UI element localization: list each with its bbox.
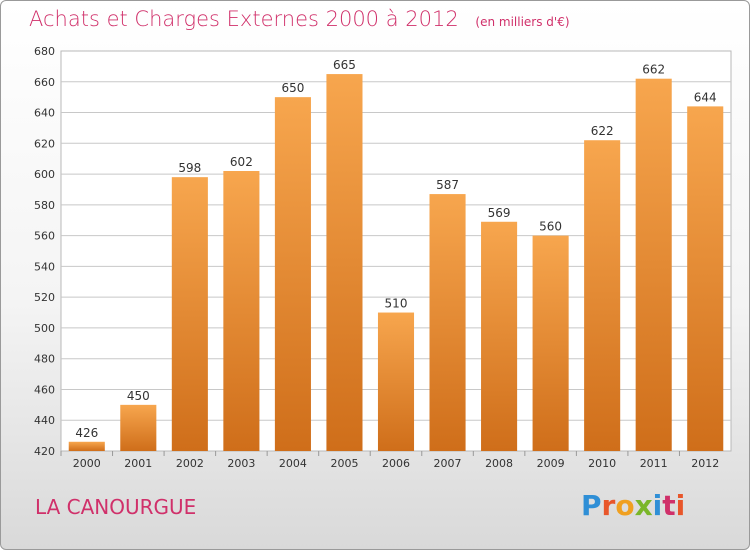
x-tick-label: 2005 — [330, 457, 358, 470]
y-tick-label: 500 — [34, 322, 55, 335]
data-label: 622 — [591, 124, 614, 138]
chart-title-text: Achats et Charges Externes 2000 à 2012 — [29, 7, 459, 31]
y-tick-label: 440 — [34, 414, 55, 427]
bar-2011 — [635, 78, 672, 451]
x-tick-label: 2012 — [691, 457, 719, 470]
x-tick-label: 2010 — [588, 457, 616, 470]
bar-2002 — [171, 177, 208, 451]
y-tick-label: 520 — [34, 291, 55, 304]
data-label: 426 — [75, 426, 98, 440]
chart-title: Achats et Charges Externes 2000 à 2012 (… — [29, 7, 570, 31]
y-tick-label: 600 — [34, 168, 55, 181]
x-tick-label: 2002 — [176, 457, 204, 470]
x-tick-label: 2011 — [640, 457, 668, 470]
data-label: 510 — [385, 297, 408, 311]
proxiti-logo: Proxiti — [581, 489, 685, 522]
data-label: 602 — [230, 155, 253, 169]
logo-letter: t — [662, 489, 676, 522]
data-label: 569 — [488, 206, 511, 220]
logo-letter: o — [615, 489, 635, 522]
x-tick-label: 2004 — [279, 457, 307, 470]
bar-2006 — [377, 312, 415, 451]
bar-2008 — [481, 221, 518, 451]
data-label: 662 — [642, 63, 665, 77]
bar-2005 — [326, 74, 363, 452]
x-tick-label: 2008 — [485, 457, 513, 470]
data-label: 560 — [539, 220, 562, 234]
logo-letter: i — [652, 489, 663, 522]
x-tick-label: 2006 — [382, 457, 410, 470]
bar-2012 — [687, 106, 724, 451]
bar-2003 — [223, 171, 260, 451]
y-tick-label: 560 — [34, 230, 55, 243]
x-tick-label: 2000 — [73, 457, 101, 470]
x-tick-label: 2001 — [124, 457, 152, 470]
chart-unit: (en milliers d'€) — [475, 15, 570, 29]
y-tick-label: 460 — [34, 383, 55, 396]
bar-2009 — [532, 235, 569, 451]
data-label: 650 — [281, 81, 304, 95]
y-tick-label: 540 — [34, 260, 55, 273]
x-tick-label: 2007 — [434, 457, 462, 470]
x-tick-label: 2003 — [227, 457, 255, 470]
data-label: 665 — [333, 58, 356, 72]
y-tick-label: 620 — [34, 137, 55, 150]
y-tick-label: 480 — [34, 353, 55, 366]
place-name: LA CANOURGUE — [35, 495, 197, 519]
bar-2001 — [120, 404, 157, 451]
logo-letter: i — [675, 489, 686, 522]
x-tick-label: 2009 — [537, 457, 565, 470]
data-label: 598 — [178, 161, 201, 175]
bar-2004 — [274, 97, 311, 452]
bar-2010 — [584, 140, 621, 451]
y-tick-label: 640 — [34, 107, 55, 120]
data-label: 450 — [127, 389, 150, 403]
y-tick-label: 680 — [34, 45, 55, 58]
logo-letter: x — [634, 489, 653, 522]
bar-2007 — [429, 194, 466, 452]
y-tick-label: 420 — [34, 445, 55, 458]
y-tick-label: 580 — [34, 199, 55, 212]
logo-letter: r — [601, 489, 616, 522]
bar-2000 — [68, 441, 105, 451]
data-label: 587 — [436, 178, 459, 192]
y-tick-label: 660 — [34, 76, 55, 89]
logo-letter: P — [581, 489, 602, 522]
data-label: 644 — [694, 90, 717, 104]
